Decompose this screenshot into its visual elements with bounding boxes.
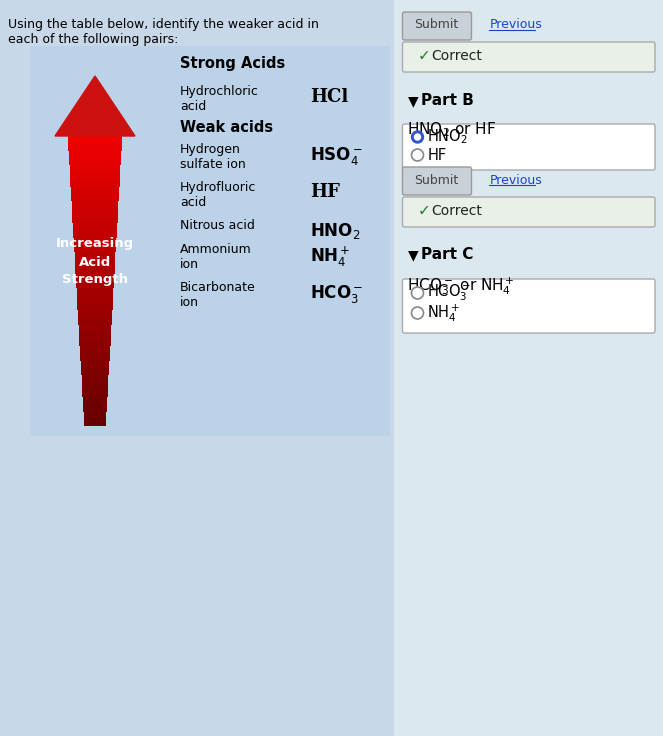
Text: Acid: Acid — [79, 255, 111, 269]
Text: Hydrogen
sulfate ion: Hydrogen sulfate ion — [180, 143, 246, 171]
Text: HNO$_2$: HNO$_2$ — [310, 221, 361, 241]
Text: Strength: Strength — [62, 274, 128, 286]
Text: ✓: ✓ — [418, 49, 430, 63]
FancyBboxPatch shape — [402, 42, 655, 72]
Circle shape — [414, 134, 420, 140]
FancyBboxPatch shape — [76, 287, 113, 295]
FancyBboxPatch shape — [84, 411, 107, 419]
Text: Correct: Correct — [432, 204, 483, 218]
Text: ▼: ▼ — [408, 94, 418, 108]
FancyBboxPatch shape — [82, 389, 107, 397]
FancyBboxPatch shape — [84, 418, 106, 426]
Text: Submit: Submit — [414, 174, 459, 186]
Text: HSO$_4^-$: HSO$_4^-$ — [310, 145, 363, 167]
FancyBboxPatch shape — [68, 142, 122, 150]
Text: HNO$_2$ or HF: HNO$_2$ or HF — [408, 120, 497, 138]
FancyBboxPatch shape — [74, 236, 116, 245]
FancyBboxPatch shape — [78, 316, 112, 325]
Text: Weak acids: Weak acids — [180, 120, 273, 135]
Text: HF: HF — [428, 147, 447, 163]
Text: Hydrochloric
acid: Hydrochloric acid — [180, 85, 259, 113]
Text: NH$_4^+$: NH$_4^+$ — [428, 302, 461, 324]
FancyBboxPatch shape — [80, 353, 109, 361]
Text: HNO$_2$: HNO$_2$ — [428, 127, 469, 146]
FancyBboxPatch shape — [68, 135, 122, 144]
FancyBboxPatch shape — [73, 222, 117, 230]
Circle shape — [412, 307, 424, 319]
FancyBboxPatch shape — [0, 0, 394, 736]
Text: HCO$_3^-$ or NH$_4^+$: HCO$_3^-$ or NH$_4^+$ — [408, 275, 515, 297]
FancyBboxPatch shape — [77, 294, 113, 302]
FancyBboxPatch shape — [72, 208, 118, 216]
FancyBboxPatch shape — [75, 258, 115, 266]
FancyBboxPatch shape — [80, 338, 111, 346]
FancyBboxPatch shape — [394, 0, 663, 736]
Text: ✓: ✓ — [418, 203, 430, 219]
FancyBboxPatch shape — [80, 345, 110, 353]
FancyBboxPatch shape — [83, 403, 107, 411]
Text: Part C: Part C — [422, 247, 474, 262]
FancyBboxPatch shape — [76, 280, 114, 289]
Text: Using the table below, identify the weaker acid in
each of the following pairs:: Using the table below, identify the weak… — [8, 18, 319, 46]
FancyBboxPatch shape — [71, 193, 119, 201]
FancyBboxPatch shape — [79, 324, 111, 332]
Text: Bicarbonate
ion: Bicarbonate ion — [180, 281, 256, 309]
FancyBboxPatch shape — [74, 244, 116, 252]
Text: Hydrofluoric
acid: Hydrofluoric acid — [180, 181, 257, 209]
Circle shape — [412, 149, 424, 161]
FancyBboxPatch shape — [69, 149, 121, 158]
FancyBboxPatch shape — [74, 251, 115, 259]
Text: HF: HF — [310, 183, 340, 201]
FancyBboxPatch shape — [402, 12, 471, 40]
FancyBboxPatch shape — [70, 179, 119, 187]
Text: HCO$_3^-$: HCO$_3^-$ — [310, 283, 363, 305]
FancyBboxPatch shape — [76, 273, 114, 281]
Text: Increasing: Increasing — [56, 238, 134, 250]
Text: HCO$_3^-$: HCO$_3^-$ — [428, 283, 472, 303]
FancyBboxPatch shape — [81, 367, 109, 375]
FancyBboxPatch shape — [402, 197, 655, 227]
Text: Submit: Submit — [414, 18, 459, 32]
FancyBboxPatch shape — [76, 266, 115, 274]
FancyBboxPatch shape — [70, 171, 120, 180]
Text: Part B: Part B — [422, 93, 474, 108]
FancyBboxPatch shape — [72, 200, 119, 208]
Text: NH$_4^+$: NH$_4^+$ — [310, 245, 350, 269]
FancyBboxPatch shape — [30, 46, 390, 436]
Circle shape — [412, 131, 424, 143]
FancyBboxPatch shape — [74, 229, 117, 238]
Text: Nitrous acid: Nitrous acid — [180, 219, 255, 232]
Text: Strong Acids: Strong Acids — [180, 56, 285, 71]
Text: Ammonium
ion: Ammonium ion — [180, 243, 252, 271]
FancyBboxPatch shape — [72, 215, 117, 223]
FancyBboxPatch shape — [402, 167, 471, 195]
FancyBboxPatch shape — [82, 374, 109, 383]
Text: HCl: HCl — [310, 88, 348, 106]
Text: Correct: Correct — [432, 49, 483, 63]
FancyBboxPatch shape — [82, 381, 108, 390]
FancyBboxPatch shape — [402, 124, 655, 170]
Text: Previous: Previous — [489, 18, 542, 32]
FancyBboxPatch shape — [70, 164, 121, 172]
Text: Previous: Previous — [489, 174, 542, 186]
FancyBboxPatch shape — [402, 279, 655, 333]
FancyBboxPatch shape — [71, 185, 119, 194]
FancyBboxPatch shape — [83, 396, 107, 404]
FancyBboxPatch shape — [78, 302, 113, 310]
FancyBboxPatch shape — [78, 309, 112, 317]
Circle shape — [412, 287, 424, 299]
FancyBboxPatch shape — [81, 360, 109, 368]
FancyBboxPatch shape — [79, 330, 111, 339]
Polygon shape — [55, 76, 135, 136]
FancyBboxPatch shape — [69, 157, 121, 165]
Text: ▼: ▼ — [408, 248, 418, 262]
